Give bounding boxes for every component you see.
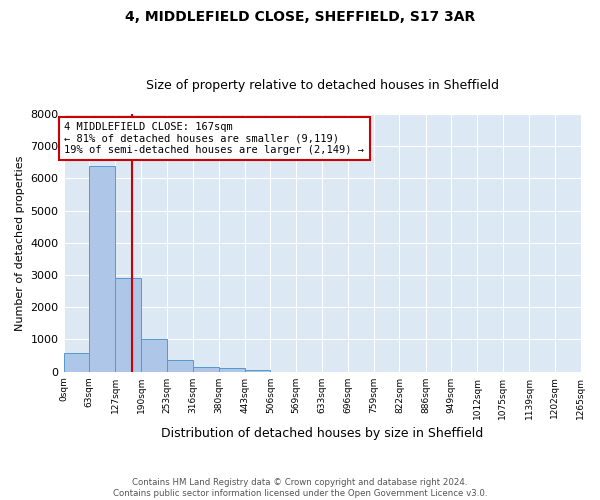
Bar [141,340,167,372]
X-axis label: Distribution of detached houses by size in Sheffield: Distribution of detached houses by size … [161,427,483,440]
Y-axis label: Number of detached properties: Number of detached properties [15,155,25,330]
Text: 4, MIDDLEFIELD CLOSE, SHEFFIELD, S17 3AR: 4, MIDDLEFIELD CLOSE, SHEFFIELD, S17 3AR [125,10,475,24]
Title: Size of property relative to detached houses in Sheffield: Size of property relative to detached ho… [146,79,499,92]
Text: 4 MIDDLEFIELD CLOSE: 167sqm
← 81% of detached houses are smaller (9,119)
19% of : 4 MIDDLEFIELD CLOSE: 167sqm ← 81% of det… [64,122,364,156]
Bar [64,353,89,372]
Bar [245,370,271,372]
Bar [219,368,245,372]
Text: Contains HM Land Registry data © Crown copyright and database right 2024.
Contai: Contains HM Land Registry data © Crown c… [113,478,487,498]
Bar [115,278,141,372]
Bar [89,166,115,372]
Bar [167,360,193,372]
Bar [193,366,219,372]
